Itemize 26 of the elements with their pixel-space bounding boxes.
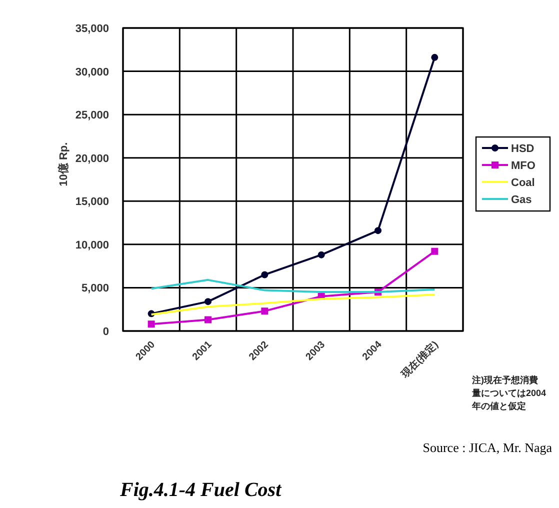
y-tick-label: 10,000	[75, 239, 109, 252]
point	[261, 308, 268, 315]
text: Fig.4.1-4 Fuel Cost	[119, 479, 283, 501]
point	[374, 227, 382, 234]
y-tick-label: 15,000	[75, 196, 109, 208]
source-note: Source : JICA, Mr. Naga	[422, 440, 552, 455]
y-tick-label: 5,000	[81, 282, 109, 295]
point	[148, 320, 155, 328]
y-tick-label: 0	[102, 326, 109, 338]
y-axis-title: 10億 Rp.	[57, 142, 70, 186]
point	[318, 251, 325, 258]
y-tick-label: 25,000	[75, 110, 109, 122]
y-tick-label: 35,000	[75, 23, 109, 35]
point	[431, 248, 438, 255]
point	[431, 54, 438, 61]
y-tick-label: 30,000	[75, 66, 109, 78]
x-tick-label: 現在(推定)	[398, 338, 441, 381]
point	[204, 316, 212, 324]
text: 注)現在予想消費量については2004年の値と仮定	[471, 375, 546, 411]
legend-label: MFO	[511, 160, 536, 172]
legend-label: Gas	[511, 194, 532, 206]
point	[261, 271, 268, 278]
y-tick-label: 20,000	[75, 152, 109, 165]
legend-label: HSD	[511, 143, 534, 155]
point	[204, 298, 212, 306]
legend-label: Coal	[511, 177, 535, 189]
